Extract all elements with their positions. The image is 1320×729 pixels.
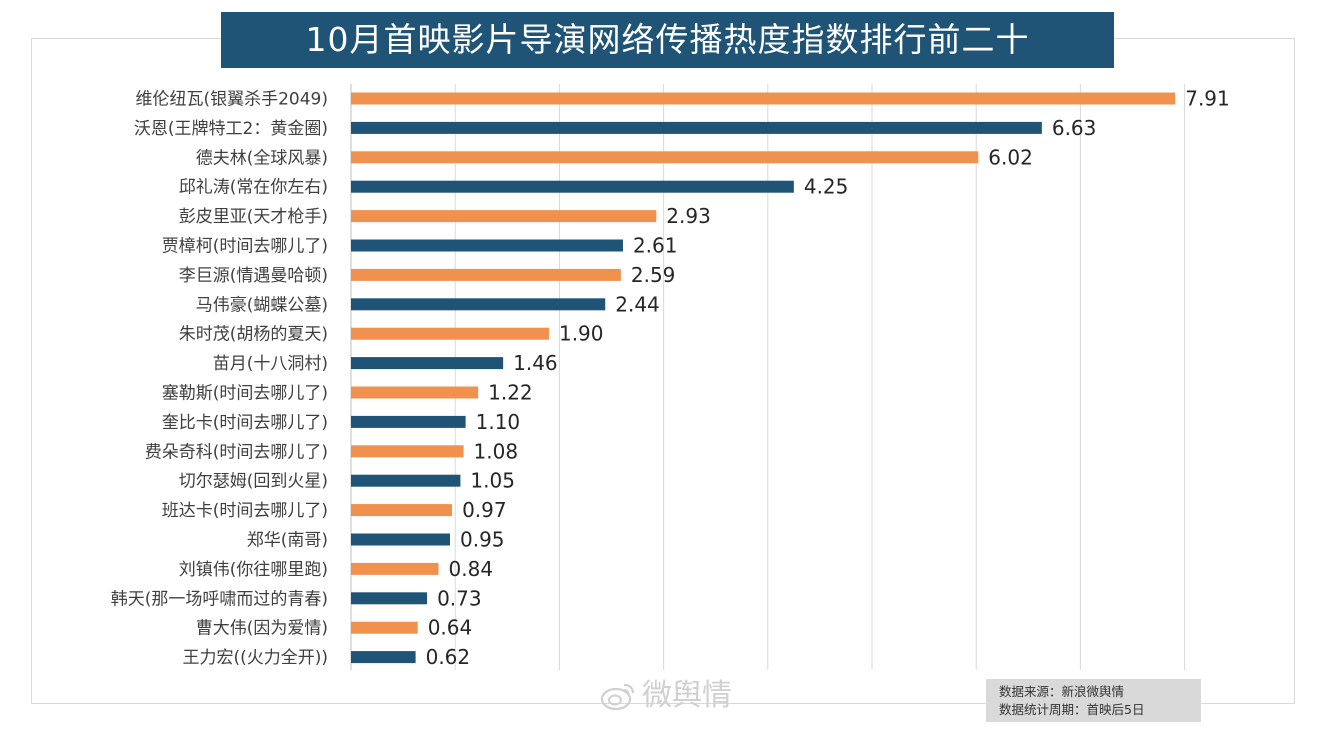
data-label: 1.10 [476, 410, 521, 434]
bar [351, 386, 479, 399]
bar [351, 415, 466, 428]
category-label: 奎比卡(时间去哪儿了) [162, 413, 328, 433]
watermark-text: 微舆情 [642, 678, 732, 713]
data-label: 7.91 [1185, 87, 1230, 111]
bar [351, 239, 623, 252]
watermark: 微舆情 [600, 676, 732, 716]
bar [351, 445, 464, 458]
source-note-line1: 数据来源：新浪微舆情 [999, 684, 1125, 699]
category-label: 郑华(南哥) [247, 531, 328, 551]
bar [351, 298, 606, 311]
data-label: 1.46 [513, 351, 558, 375]
bar [351, 562, 439, 575]
data-label: 2.61 [633, 234, 678, 258]
category-label: 维伦纽瓦(银翼杀手2049) [135, 90, 328, 110]
category-label: 王力宏((火力全开)) [182, 648, 328, 668]
data-label: 2.93 [666, 204, 711, 228]
bar [351, 533, 450, 546]
bar [351, 327, 549, 340]
data-label: 0.62 [426, 645, 471, 669]
category-label: 韩天(那一场呼啸而过的青春) [111, 589, 328, 609]
data-label: 1.05 [470, 469, 515, 493]
data-label: 0.64 [428, 616, 473, 640]
category-label: 沃恩(王牌特工2：黄金圈) [134, 119, 328, 139]
category-label: 苗月(十八洞村) [213, 354, 328, 374]
category-label: 朱时茂(胡杨的夏天) [179, 325, 328, 345]
category-label: 马伟豪(蝴蝶公墓) [196, 294, 328, 315]
category-label: 塞勒斯(时间去哪儿了) [162, 384, 328, 404]
bar [351, 92, 1176, 105]
chart-title: 10月首映影片导演网络传播热度指数排行前二十 [221, 12, 1114, 68]
source-note: 数据来源：新浪微舆情 数据统计周期：首映后5日 [986, 679, 1201, 722]
bar [351, 357, 504, 370]
category-label: 邱礼涛(常在你左右) [179, 178, 328, 198]
data-label: 6.63 [1052, 116, 1097, 140]
category-label: 德夫林(全球风暴) [196, 148, 328, 168]
data-label: 4.25 [804, 175, 849, 199]
category-label: 费朵奇科(时间去哪儿了) [145, 442, 328, 462]
bar [351, 621, 418, 634]
data-label: 1.08 [474, 439, 519, 463]
chart-frame [31, 38, 1295, 704]
bar [351, 504, 453, 517]
bar [351, 210, 657, 223]
category-label: 切尔瑟姆(回到火星) [179, 472, 328, 492]
bar [351, 121, 1042, 134]
bar [351, 180, 794, 193]
data-label: 2.44 [615, 292, 660, 316]
category-label: 贾樟柯(时间去哪儿了) [162, 237, 328, 257]
data-label: 1.90 [559, 322, 604, 346]
data-label: 2.59 [631, 263, 676, 287]
bar [351, 151, 979, 164]
data-label: 1.22 [488, 381, 533, 405]
data-label: 0.84 [449, 557, 494, 581]
category-label: 曹大伟(因为爱情) [196, 619, 328, 639]
data-label: 0.97 [462, 498, 507, 522]
bar [351, 268, 621, 281]
data-label: 6.02 [988, 145, 1033, 169]
weibo-logo-icon [600, 683, 635, 711]
bar [351, 651, 416, 664]
data-label: 0.95 [460, 528, 505, 552]
bar [351, 474, 461, 487]
category-label: 李巨源(情遇曼哈顿) [179, 266, 328, 286]
category-label: 刘镇伟(你往哪里跑) [179, 560, 328, 580]
bar [351, 592, 428, 605]
data-label: 0.73 [437, 586, 482, 610]
source-note-line2: 数据统计周期：首映后5日 [999, 702, 1145, 717]
category-label: 班达卡(时间去哪儿了) [162, 501, 328, 521]
category-label: 彭皮里亚(天才枪手) [179, 207, 328, 227]
